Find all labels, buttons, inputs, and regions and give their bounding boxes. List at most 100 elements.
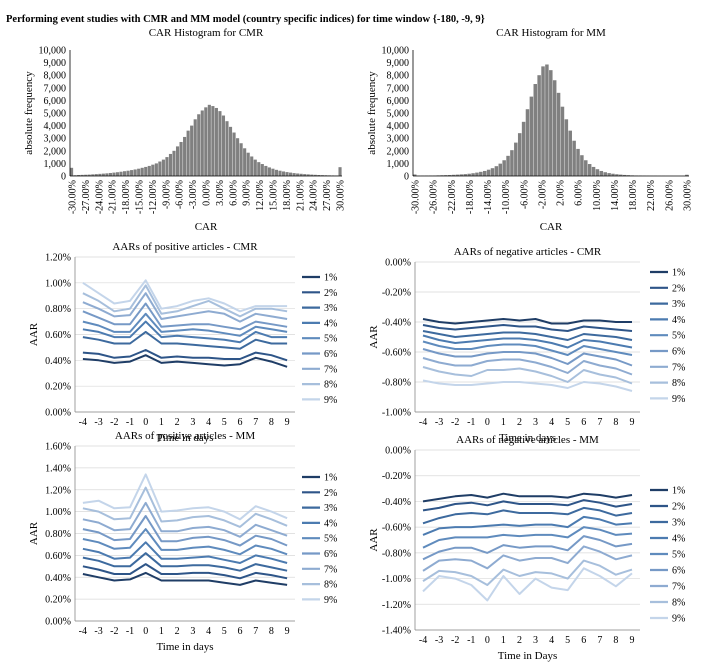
histogram-bar (494, 166, 499, 176)
histogram-bar (490, 168, 495, 176)
legend-label-6: 7% (672, 582, 685, 593)
x-tick-label: 21.00% (295, 180, 306, 211)
x-tick-label: -9.00% (161, 180, 172, 209)
x-tick-label: 26.00% (664, 180, 675, 211)
y-tick-label: 0.60% (45, 551, 71, 562)
histogram-bar (525, 109, 530, 176)
chart-title: CAR Histogram for MM (496, 27, 606, 39)
histogram-bar (94, 174, 98, 176)
histogram-bar (576, 148, 580, 176)
x-tick-label: 7 (597, 417, 602, 428)
histogram-bar (564, 119, 569, 176)
y-tick-label: 1,000 (387, 159, 410, 170)
y-tick-label: 0.80% (45, 529, 71, 540)
y-tick-label: 7,000 (44, 83, 67, 94)
x-tick-label: 14.00% (610, 180, 621, 211)
histogram-bar (105, 173, 109, 176)
histogram-bar (320, 175, 324, 176)
x-tick-label: -27.00% (81, 180, 92, 214)
y-tick-label: 9,000 (44, 58, 67, 69)
histogram-bar (338, 167, 342, 176)
y-tick-label: -1.40% (382, 626, 411, 637)
y-tick-label: -0.80% (382, 378, 411, 389)
legend-label-8: 9% (672, 394, 685, 405)
histogram-bar (459, 174, 464, 176)
histogram-bar (486, 169, 491, 176)
histogram-bar (587, 164, 592, 176)
legend-label-7: 8% (324, 380, 337, 391)
y-tick-label: -1.00% (382, 408, 411, 419)
x-tick-label: 2.00% (556, 180, 567, 206)
histogram-bar (510, 150, 514, 176)
histogram-bar (479, 171, 483, 176)
x-tick-label: 6 (238, 417, 243, 428)
y-tick-label: -0.60% (382, 348, 411, 359)
x-tick-label: 2 (517, 417, 522, 428)
histogram-bar (310, 174, 314, 176)
histogram-bar (168, 153, 173, 176)
legend-label-5: 6% (672, 347, 685, 358)
legend-label-1: 2% (672, 502, 685, 513)
x-tick-label: 8 (613, 417, 618, 428)
series-line-2 (422, 506, 633, 525)
y-tick-label: 0.20% (45, 595, 71, 606)
histogram-bar (91, 174, 95, 176)
histogram-bar (498, 163, 503, 176)
y-tick-label: 1.60% (45, 442, 71, 453)
x-axis-label: Time in Days (498, 650, 558, 662)
histogram-bar (447, 174, 452, 176)
histogram-bar (122, 171, 127, 176)
y-tick-label: -0.40% (382, 318, 411, 329)
x-tick-label: -1 (467, 635, 475, 646)
x-axis-label: Time in days (499, 432, 556, 444)
histogram-bar (556, 92, 561, 176)
y-tick-label: 2,000 (387, 146, 410, 157)
x-tick-label: -3 (94, 417, 102, 428)
x-axis-label: Time in days (156, 432, 213, 444)
chart-positive-mm: AARs of positive articles - MM 0.00% 0.20%… (10, 430, 355, 653)
series-line-7 (422, 366, 633, 385)
series-line-2 (82, 330, 288, 350)
histogram-bar (186, 130, 190, 176)
x-tick-label: -26.00% (429, 180, 440, 214)
y-tick-label: 4,000 (44, 121, 67, 132)
histogram-bar (130, 170, 134, 176)
x-tick-label: 5 (565, 635, 570, 646)
legend-label-6: 7% (672, 362, 685, 373)
legend-label-1: 2% (324, 488, 337, 499)
series-line-8 (82, 279, 288, 313)
histogram-bar (444, 175, 448, 176)
histogram-bar (619, 174, 623, 176)
chart-title: AARs of negative articles - MM (456, 434, 599, 446)
x-tick-label: 9 (285, 417, 290, 428)
x-tick-label: 1 (159, 417, 164, 428)
y-tick-label: 1.00% (45, 507, 71, 518)
y-tick-label: -0.20% (382, 288, 411, 299)
histogram-bar (144, 166, 148, 176)
legend-label-2: 3% (324, 303, 337, 314)
x-tick-label: 0 (143, 417, 148, 428)
x-tick-label: 30.00% (336, 180, 347, 211)
x-tick-label: 9.00% (242, 180, 253, 206)
histogram-bar (451, 174, 456, 176)
histogram-bar (80, 174, 84, 176)
y-tick-label: 7,000 (387, 83, 410, 94)
histogram-bar (232, 132, 236, 176)
x-tick-label: -12.00% (148, 180, 159, 214)
x-tick-label: 30.00% (683, 180, 694, 211)
series-line-0 (82, 354, 288, 368)
series-line-4 (82, 528, 288, 556)
histogram-bar (529, 96, 534, 176)
histogram-bar (299, 173, 303, 176)
histogram-bar (285, 172, 289, 176)
histogram-bar (197, 114, 201, 176)
histogram-bar (541, 66, 545, 176)
chart-title: CAR Histogram for CMR (149, 27, 264, 39)
y-tick-label: 0.40% (45, 573, 71, 584)
x-tick-label: 15.00% (269, 180, 280, 211)
histogram-bar (246, 152, 250, 176)
series-line-6 (422, 357, 633, 376)
histogram-bar (615, 174, 619, 176)
histogram-bar (140, 167, 144, 176)
y-tick-label: 6,000 (387, 96, 410, 107)
